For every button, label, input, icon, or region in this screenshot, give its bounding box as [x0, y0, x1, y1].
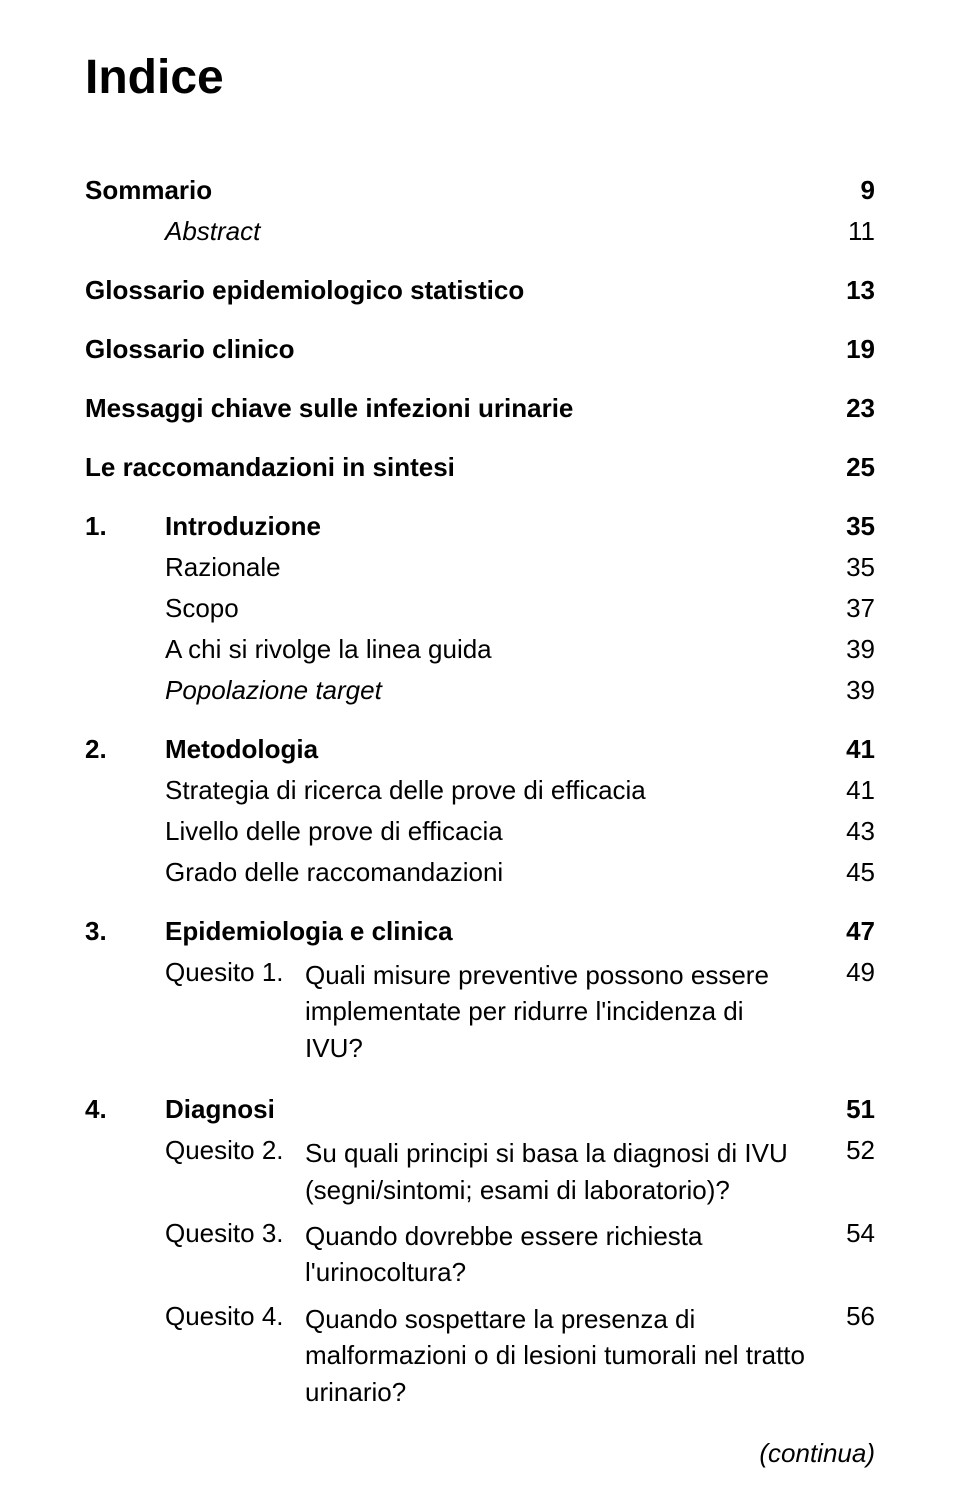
toc-label: Le raccomandazioni in sintesi: [85, 452, 805, 483]
toc-page-num: 41: [825, 734, 875, 765]
page-title: Indice: [85, 50, 875, 105]
quesito-text: Quali misure preventive possono essere i…: [305, 957, 825, 1066]
toc-page-num: 25: [825, 452, 875, 483]
toc-page-num: 43: [825, 816, 875, 847]
toc-row: Scopo 37: [85, 593, 875, 624]
toc-label: Grado delle raccomandazioni: [165, 857, 805, 888]
toc-page-num: 37: [825, 593, 875, 624]
toc-page-num: 11: [825, 216, 875, 247]
toc-section-num: 3.: [85, 916, 165, 947]
toc-label: Glossario clinico: [85, 334, 805, 365]
toc-row: Sommario 9: [85, 175, 875, 206]
toc-page-num: 39: [825, 675, 875, 706]
continua-label: (continua): [759, 1438, 875, 1469]
toc-quesito-row: Quesito 1. Quali misure preventive posso…: [85, 957, 875, 1066]
toc-label: Epidemiologia e clinica: [165, 916, 805, 947]
toc-page-num: 35: [825, 552, 875, 583]
quesito-label: Quesito 3.: [165, 1218, 305, 1249]
toc-section-row: 2. Metodologia 41: [85, 734, 875, 765]
quesito-label: Quesito 4.: [165, 1301, 305, 1332]
toc-row: Grado delle raccomandazioni 45: [85, 857, 875, 888]
toc-row: Strategia di ricerca delle prove di effi…: [85, 775, 875, 806]
toc-row: Popolazione target 39: [85, 675, 875, 706]
toc-row: Glossario clinico 19: [85, 334, 875, 365]
toc-row: Livello delle prove di efficacia 43: [85, 816, 875, 847]
toc-page-num: 39: [825, 634, 875, 665]
toc-page-num: 47: [825, 916, 875, 947]
toc-row: A chi si rivolge la linea guida 39: [85, 634, 875, 665]
toc-page: Indice Sommario 9 Abstract 11 Glossario …: [0, 0, 960, 1509]
toc-label: Diagnosi: [165, 1094, 805, 1125]
toc-label: Scopo: [165, 593, 805, 624]
toc-page-num: 45: [825, 857, 875, 888]
toc-page-num: 9: [825, 175, 875, 206]
toc-label: Sommario: [85, 175, 805, 206]
quesito-text: Quando dovrebbe essere richiesta l'urino…: [305, 1218, 825, 1291]
toc-row: Le raccomandazioni in sintesi 25: [85, 452, 875, 483]
toc-label: Razionale: [165, 552, 805, 583]
toc-page-num: 19: [825, 334, 875, 365]
toc-section-row: 4. Diagnosi 51: [85, 1094, 875, 1125]
quesito-text: Quando sospettare la presenza di malform…: [305, 1301, 825, 1410]
toc-label: Glossario epidemiologico statistico: [85, 275, 805, 306]
toc-page-num: 54: [825, 1218, 875, 1249]
toc-section-num: 1.: [85, 511, 165, 542]
toc-quesito-row: Quesito 2. Su quali principi si basa la …: [85, 1135, 875, 1208]
toc-quesito-row: Quesito 4. Quando sospettare la presenza…: [85, 1301, 875, 1410]
toc-row: Abstract 11: [85, 216, 875, 247]
toc-label: A chi si rivolge la linea guida: [165, 634, 805, 665]
toc-label: Popolazione target: [165, 675, 805, 706]
toc-page-num: 35: [825, 511, 875, 542]
toc-label: Introduzione: [165, 511, 805, 542]
toc-page-num: 49: [825, 957, 875, 988]
toc-page-num: 56: [825, 1301, 875, 1332]
toc-label: Messaggi chiave sulle infezioni urinarie: [85, 393, 805, 424]
toc-page-num: 23: [825, 393, 875, 424]
toc-page-num: 51: [825, 1094, 875, 1125]
toc-section-num: 4.: [85, 1094, 165, 1125]
quesito-label: Quesito 1.: [165, 957, 305, 988]
toc-section-row: 1. Introduzione 35: [85, 511, 875, 542]
toc-page-num: 52: [825, 1135, 875, 1166]
toc-row: Glossario epidemiologico statistico 13: [85, 275, 875, 306]
quesito-text: Su quali principi si basa la diagnosi di…: [305, 1135, 825, 1208]
toc-page-num: 41: [825, 775, 875, 806]
toc-label: Metodologia: [165, 734, 805, 765]
toc-section-row: 3. Epidemiologia e clinica 47: [85, 916, 875, 947]
toc-label: Abstract: [165, 216, 805, 247]
toc-label: Livello delle prove di efficacia: [165, 816, 805, 847]
toc-label: Strategia di ricerca delle prove di effi…: [165, 775, 805, 806]
quesito-label: Quesito 2.: [165, 1135, 305, 1166]
toc-row: Razionale 35: [85, 552, 875, 583]
toc-page-num: 13: [825, 275, 875, 306]
toc-row: Messaggi chiave sulle infezioni urinarie…: [85, 393, 875, 424]
toc-quesito-row: Quesito 3. Quando dovrebbe essere richie…: [85, 1218, 875, 1291]
toc-section-num: 2.: [85, 734, 165, 765]
